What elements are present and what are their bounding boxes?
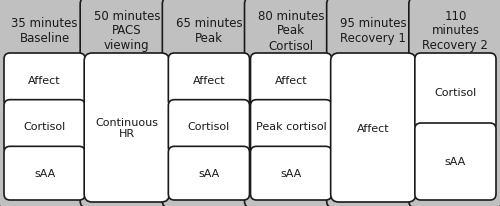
Text: Affect: Affect	[28, 75, 61, 85]
FancyBboxPatch shape	[330, 54, 416, 202]
FancyBboxPatch shape	[415, 54, 496, 130]
Text: Affect: Affect	[192, 75, 225, 85]
FancyBboxPatch shape	[4, 54, 85, 107]
FancyBboxPatch shape	[168, 100, 250, 154]
Text: 80 minutes
Peak
Cortisol: 80 minutes Peak Cortisol	[258, 9, 324, 52]
Text: Cortisol: Cortisol	[24, 122, 66, 132]
FancyBboxPatch shape	[415, 123, 496, 200]
FancyBboxPatch shape	[250, 54, 332, 107]
Text: 65 minutes
Peak: 65 minutes Peak	[176, 17, 242, 45]
FancyBboxPatch shape	[244, 0, 338, 206]
FancyBboxPatch shape	[4, 100, 85, 154]
Text: 50 minutes
PACS
viewing: 50 minutes PACS viewing	[94, 9, 160, 52]
FancyBboxPatch shape	[168, 147, 250, 200]
FancyBboxPatch shape	[0, 0, 91, 206]
Text: sAA: sAA	[445, 157, 466, 167]
Text: sAA: sAA	[34, 168, 55, 178]
Text: 110
minutes
Recovery 2: 110 minutes Recovery 2	[422, 9, 488, 52]
Text: Cortisol: Cortisol	[434, 87, 476, 97]
Text: 95 minutes
Recovery 1: 95 minutes Recovery 1	[340, 17, 406, 45]
Text: Continuous
HR: Continuous HR	[95, 117, 158, 139]
FancyBboxPatch shape	[409, 0, 500, 206]
Text: Affect: Affect	[357, 123, 390, 133]
FancyBboxPatch shape	[326, 0, 420, 206]
FancyBboxPatch shape	[4, 147, 85, 200]
FancyBboxPatch shape	[162, 0, 256, 206]
Text: sAA: sAA	[198, 168, 220, 178]
FancyBboxPatch shape	[250, 100, 332, 154]
FancyBboxPatch shape	[3, 3, 497, 203]
Text: Affect: Affect	[275, 75, 308, 85]
Text: Peak cortisol: Peak cortisol	[256, 122, 326, 132]
FancyBboxPatch shape	[168, 54, 250, 107]
Text: Cortisol: Cortisol	[188, 122, 230, 132]
Text: sAA: sAA	[280, 168, 301, 178]
FancyBboxPatch shape	[80, 0, 174, 206]
FancyBboxPatch shape	[84, 54, 170, 202]
Text: 35 minutes
Baseline: 35 minutes Baseline	[12, 17, 78, 45]
FancyBboxPatch shape	[250, 147, 332, 200]
